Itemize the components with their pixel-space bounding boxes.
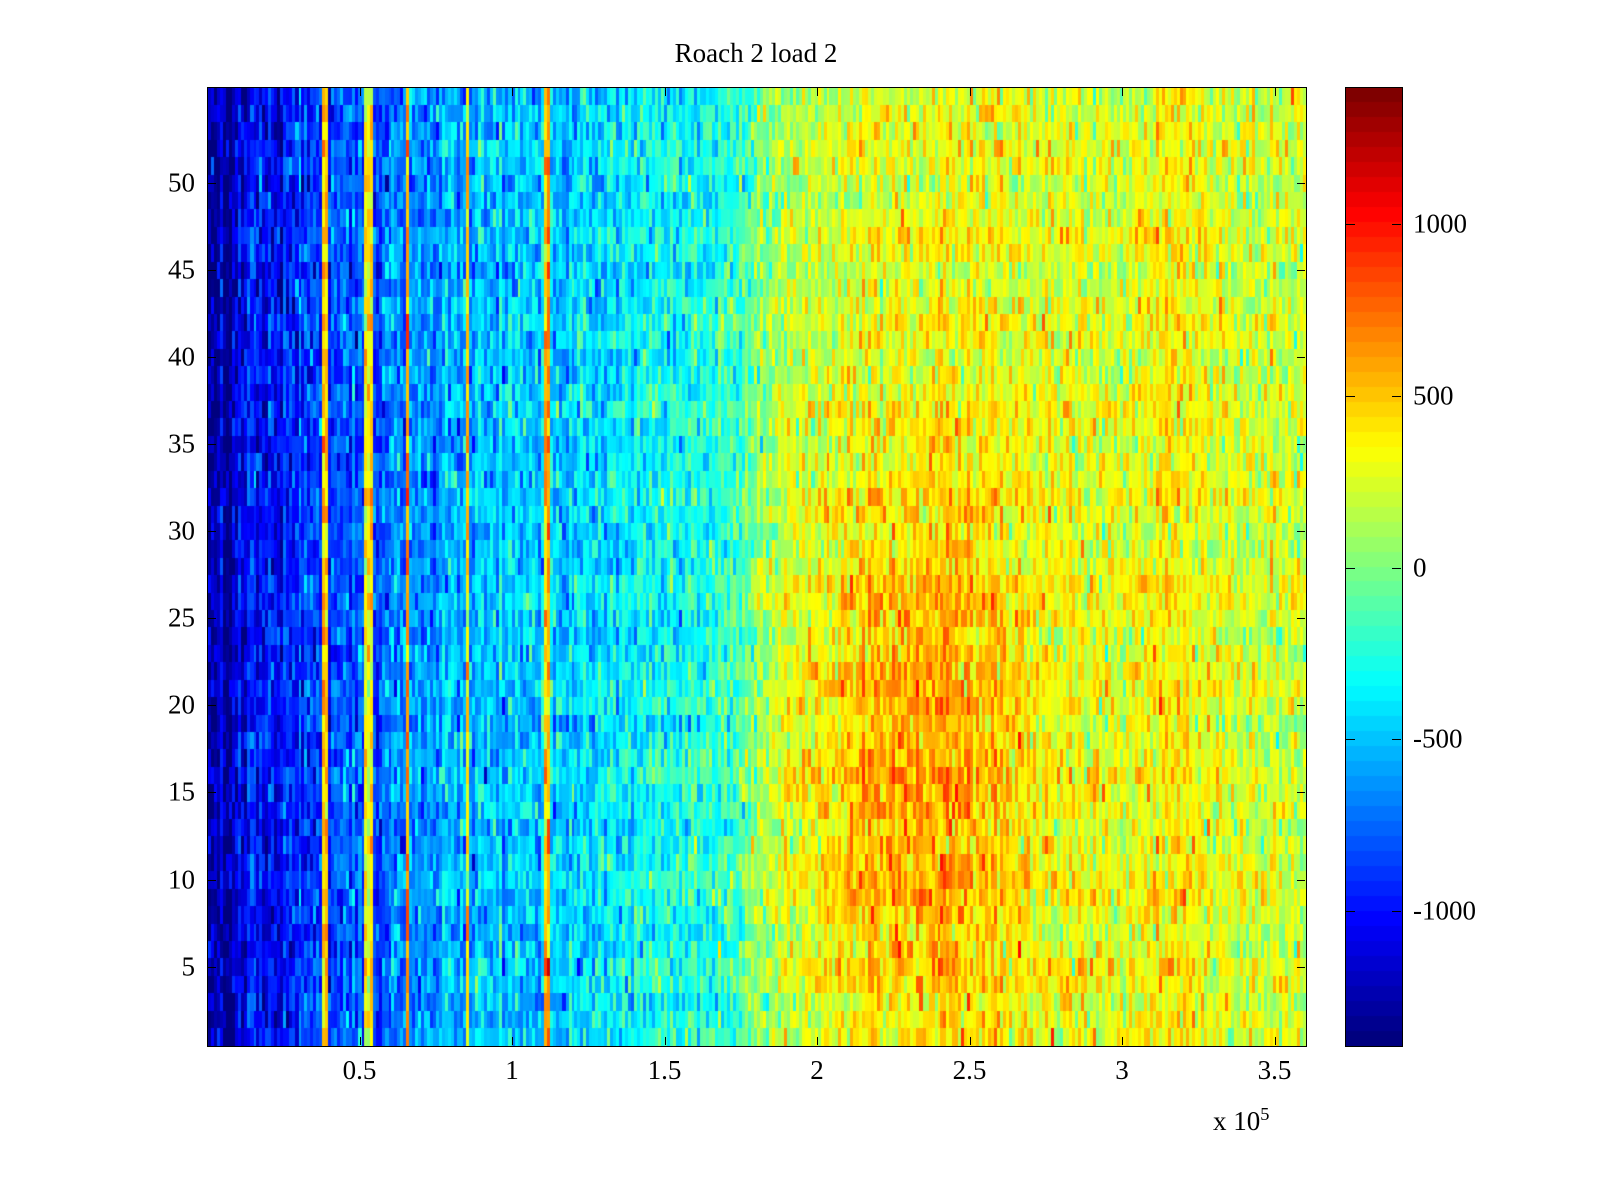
y-axis-tick xyxy=(208,966,216,968)
x-axis-tick xyxy=(817,1037,818,1045)
x-axis-tick-top xyxy=(817,88,818,96)
y-axis-tick-label: 5 xyxy=(181,951,196,982)
y-axis-tick-label: 35 xyxy=(168,428,195,459)
colorbar-tick-label: 500 xyxy=(1413,380,1454,411)
colorbar-tick-right xyxy=(1392,224,1401,226)
y-axis-tick-label: 50 xyxy=(168,167,195,198)
x-axis-exponent-power: 5 xyxy=(1260,1104,1270,1124)
colorbar-tick-label: 1000 xyxy=(1413,208,1467,239)
y-axis-tick-label: 45 xyxy=(168,254,195,285)
colorbar-tick-left xyxy=(1346,567,1355,569)
y-axis-tick-right xyxy=(1297,792,1305,794)
x-axis-tick-top xyxy=(1274,88,1276,96)
y-axis-tick-right xyxy=(1297,879,1305,881)
colorbar-gradient xyxy=(1346,88,1402,1046)
y-axis-tick xyxy=(208,618,216,620)
x-axis-tick-label: 3 xyxy=(1115,1055,1129,1085)
y-axis-tick xyxy=(208,444,216,446)
colorbar-tick-right xyxy=(1392,567,1401,569)
colorbar-tick-left xyxy=(1346,911,1355,913)
y-axis-tick-right xyxy=(1297,444,1305,446)
colorbar-tick-label: -500 xyxy=(1413,723,1463,754)
y-axis-tick xyxy=(208,356,216,358)
x-axis-tick-top xyxy=(1122,88,1123,96)
y-axis-tick xyxy=(208,269,216,271)
y-axis-tick-label: 20 xyxy=(168,689,195,720)
x-axis-exponent-base: x 10 xyxy=(1213,1106,1261,1136)
y-axis-tick-label: 25 xyxy=(168,602,195,633)
y-axis-tick-right xyxy=(1297,618,1305,620)
x-axis-tick-label: 2 xyxy=(810,1055,824,1085)
colorbar-tick-left xyxy=(1346,396,1355,398)
x-axis-tick xyxy=(512,1037,513,1045)
x-axis-tick-label: 1 xyxy=(505,1055,519,1085)
x-axis-tick xyxy=(359,1037,361,1045)
x-axis-tick-top xyxy=(664,88,666,96)
x-axis-tick-label: 1.5 xyxy=(647,1055,682,1085)
colorbar-tick-right xyxy=(1392,739,1401,741)
x-axis-exponent-label: x 105 xyxy=(1213,1105,1269,1135)
colorbar-tick-label: -1000 xyxy=(1413,895,1476,926)
x-axis-tick xyxy=(664,1037,666,1045)
y-axis-tick-right xyxy=(1297,182,1305,184)
y-axis-tick xyxy=(208,879,216,881)
y-axis-tick-label: 40 xyxy=(168,341,195,372)
colorbar-tick-left xyxy=(1346,739,1355,741)
heatmap-image xyxy=(208,88,1306,1046)
y-axis-tick-right xyxy=(1297,269,1305,271)
y-axis-tick-right xyxy=(1297,356,1305,358)
y-axis-tick xyxy=(208,792,216,794)
y-axis-tick xyxy=(208,531,216,533)
chart-title: Roach 2 load 2 xyxy=(674,38,838,68)
colorbar-tick-label: 0 xyxy=(1413,552,1427,583)
heatmap-plot-area[interactable] xyxy=(207,87,1307,1047)
colorbar-tick-right xyxy=(1392,911,1401,913)
x-axis-tick-top xyxy=(512,88,513,96)
y-axis-tick xyxy=(208,182,216,184)
x-axis-tick-label: 0.5 xyxy=(342,1055,377,1085)
x-axis-tick-label: 3.5 xyxy=(1257,1055,1292,1085)
x-axis-tick xyxy=(1274,1037,1276,1045)
y-axis-tick-label: 15 xyxy=(168,776,195,807)
y-axis-tick xyxy=(208,705,216,707)
y-axis-tick-right xyxy=(1297,531,1305,533)
colorbar-tick-right xyxy=(1392,396,1401,398)
x-axis-tick-label: 2.5 xyxy=(952,1055,987,1085)
x-axis-tick xyxy=(1122,1037,1123,1045)
colorbar-tick-left xyxy=(1346,224,1355,226)
x-axis-tick-top xyxy=(359,88,361,96)
y-axis-tick-label: 10 xyxy=(168,864,195,895)
y-axis-tick-right xyxy=(1297,966,1305,968)
y-axis-tick-label: 30 xyxy=(168,515,195,546)
y-axis-tick-right xyxy=(1297,705,1305,707)
x-axis-tick xyxy=(969,1037,971,1045)
x-axis-tick-top xyxy=(969,88,971,96)
colorbar[interactable] xyxy=(1345,87,1403,1047)
